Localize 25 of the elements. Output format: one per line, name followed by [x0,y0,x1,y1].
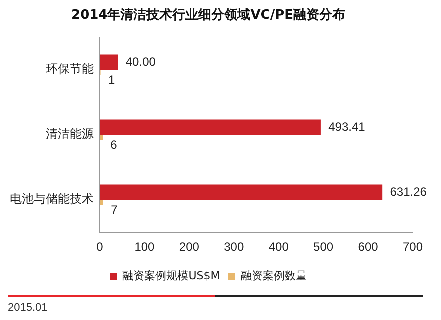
chart-title: 2014年清洁技术行业细分领域VC/PE融资分布 [72,8,346,24]
x-tick-label: 400 [268,240,290,254]
data-label: 6 [110,138,118,152]
x-tick-label: 0 [96,240,104,254]
bar [100,120,321,136]
x-tick-label: 100 [134,240,156,254]
text: 2015.01 [8,302,48,314]
y-tick-label: 清洁能源 [46,127,94,142]
data-label: 1 [108,72,116,87]
y-tick-label: 环保节能 [46,62,94,76]
y-tick-label: 电池与储能技术 [10,192,94,206]
bar [100,54,118,70]
bar [100,200,104,206]
data-label: 631.26 [390,184,428,199]
legend-label: 融资案例规模US$M [122,269,220,282]
legend-label: 融资案例数量 [240,269,307,282]
data-label: 493.41 [328,120,366,134]
x-tick-label: 500 [314,240,334,254]
data-label: 7 [111,202,118,217]
data-label: 40.00 [126,54,156,69]
x-tick-label: 200 [179,240,200,254]
x-tick-label: 300 [224,240,244,254]
x-tick-label: 600 [358,240,379,254]
x-tick-label: 700 [402,240,424,254]
bar [100,184,383,200]
